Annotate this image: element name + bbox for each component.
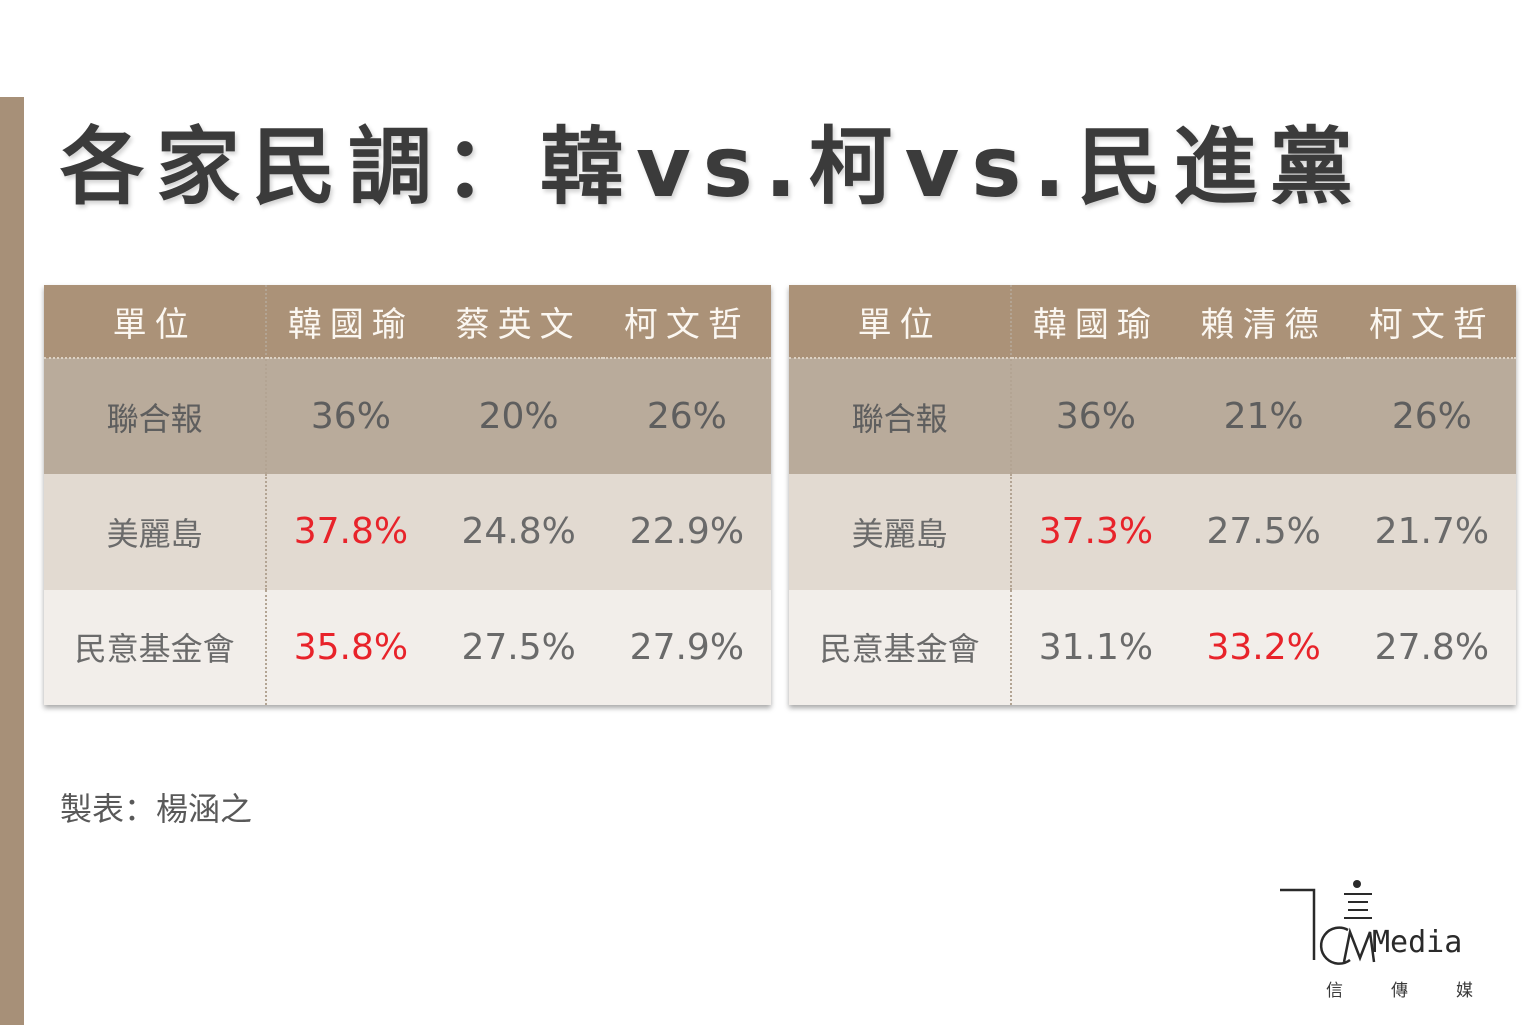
- logo-subtitle: 信傳媒: [1326, 981, 1521, 1001]
- header-unit: 單位: [789, 285, 1013, 359]
- poll-table-han-tsai-ko: 單位 韓國瑜 蔡英文 柯文哲 聯合報 36% 20% 26% 美麗島 37.8%…: [44, 285, 771, 705]
- header-unit: 單位: [44, 285, 268, 359]
- media-logo: Media 信傳媒: [1278, 880, 1500, 1001]
- table-row: 民意基金會 31.1% 33.2% 27.8%: [789, 589, 1516, 705]
- poll-value: 26%: [602, 358, 771, 475]
- poll-table-han-lai-ko: 單位 韓國瑜 賴清德 柯文哲 聯合報 36% 21% 26% 美麗島 37.3%…: [789, 285, 1516, 705]
- poll-value: 26%: [1347, 358, 1516, 475]
- pollster-name: 民意基金會: [44, 589, 268, 705]
- table-header-row: 單位 韓國瑜 賴清德 柯文哲: [789, 285, 1516, 359]
- poll-value: 37.3%: [1011, 474, 1180, 590]
- header-candidate: 柯文哲: [602, 285, 771, 359]
- poll-value: 37.8%: [266, 474, 435, 590]
- header-candidate: 韓國瑜: [1011, 285, 1180, 359]
- poll-value: 33.2%: [1179, 589, 1348, 705]
- pollster-name: 民意基金會: [789, 589, 1013, 705]
- table-credit: 製表：楊涵之: [60, 790, 253, 828]
- poll-value: 36%: [1011, 358, 1180, 475]
- accent-side-bar: [0, 97, 24, 1025]
- logo-wordmark: Media: [1372, 925, 1463, 960]
- poll-value: 21.7%: [1347, 474, 1516, 590]
- poll-value: 31.1%: [1011, 589, 1180, 705]
- table-row: 美麗島 37.3% 27.5% 21.7%: [789, 474, 1516, 590]
- poll-value: 35.8%: [266, 589, 435, 705]
- page-title: 各家民調：韓vs.柯vs.民進黨: [60, 118, 1366, 216]
- pollster-name: 美麗島: [44, 474, 268, 590]
- header-candidate: 賴清德: [1179, 285, 1348, 359]
- pollster-name: 聯合報: [789, 358, 1013, 475]
- table-header-row: 單位 韓國瑜 蔡英文 柯文哲: [44, 285, 771, 359]
- poll-value: 22.9%: [602, 474, 771, 590]
- poll-value: 36%: [266, 358, 435, 475]
- poll-value: 27.5%: [434, 589, 603, 705]
- table-row: 美麗島 37.8% 24.8% 22.9%: [44, 474, 771, 590]
- poll-value: 20%: [434, 358, 603, 475]
- table-row: 聯合報 36% 20% 26%: [44, 358, 771, 475]
- poll-value: 27.5%: [1179, 474, 1348, 590]
- header-candidate: 韓國瑜: [266, 285, 435, 359]
- pollster-name: 美麗島: [789, 474, 1013, 590]
- poll-value: 27.9%: [602, 589, 771, 705]
- table-row: 民意基金會 35.8% 27.5% 27.9%: [44, 589, 771, 705]
- header-candidate: 蔡英文: [434, 285, 603, 359]
- poll-value: 21%: [1179, 358, 1348, 475]
- header-candidate: 柯文哲: [1347, 285, 1516, 359]
- pollster-name: 聯合報: [44, 358, 268, 475]
- poll-value: 27.8%: [1347, 589, 1516, 705]
- logo-mark-icon: [1280, 880, 1376, 965]
- table-row: 聯合報 36% 21% 26%: [789, 358, 1516, 475]
- poll-value: 24.8%: [434, 474, 603, 590]
